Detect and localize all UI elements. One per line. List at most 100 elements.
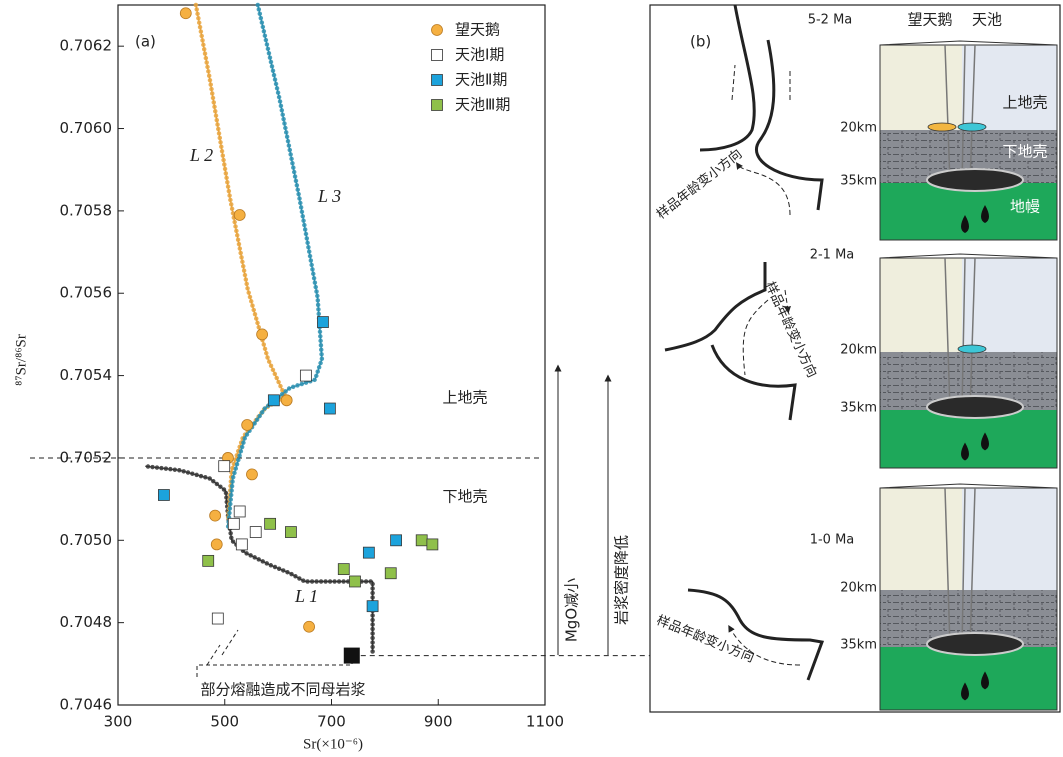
point <box>234 210 245 221</box>
figure: (a) ⁸⁷Sr/⁸⁶Sr Sr(×10⁻⁶) 上地壳 下地壳 MgO减小 岩浆… <box>0 0 1063 757</box>
point <box>416 535 427 546</box>
layer-label: 地幔 <box>1010 198 1040 216</box>
point <box>324 403 335 414</box>
point <box>219 461 230 472</box>
curve-beads <box>145 466 372 651</box>
point <box>228 518 239 529</box>
surface <box>880 254 1057 258</box>
density-label: 岩浆密度降低 <box>613 535 631 625</box>
x-tick-label: 900 <box>424 713 453 731</box>
y-tick-label: 0.7048 <box>60 613 113 631</box>
legend-label: 天池Ⅲ期 <box>455 96 510 114</box>
point <box>246 469 257 480</box>
point <box>211 539 222 550</box>
y-tick-label: 0.7050 <box>60 531 113 549</box>
volcano-label: 天池 <box>972 11 1002 29</box>
point <box>250 527 261 538</box>
crustal-reservoir <box>958 123 986 131</box>
layer-label: 下地壳 <box>1002 143 1047 161</box>
point <box>257 329 268 340</box>
point <box>300 370 311 381</box>
y-tick-label: 0.7054 <box>60 366 113 384</box>
mgo-label: MgO减小 <box>563 578 581 642</box>
y-tick-label: 0.7058 <box>60 201 113 219</box>
magma-chamber <box>927 633 1023 655</box>
direction-label: 样品年龄变小方向 <box>653 146 744 222</box>
point <box>158 490 169 501</box>
upper-crust-right <box>962 45 1057 130</box>
upper-crust-left <box>880 488 962 590</box>
melting-label: 部分熔融造成不同母岩浆 <box>200 681 365 699</box>
point <box>367 601 378 612</box>
mantle <box>880 647 1057 710</box>
legend-label: 望天鹅 <box>455 21 500 39</box>
y-tick-label: 0.7046 <box>60 696 113 714</box>
point <box>338 564 349 575</box>
point <box>385 568 396 579</box>
y-axis-label: ⁸⁷Sr/⁸⁶Sr <box>13 334 29 386</box>
y-tick-label: 0.7062 <box>60 37 113 55</box>
point <box>363 547 374 558</box>
point <box>285 527 296 538</box>
magma-chamber <box>927 169 1023 191</box>
upper-crust-left <box>880 45 962 130</box>
stage-age: 5-2 Ma <box>808 13 853 28</box>
x-tick-label: 1100 <box>526 713 564 731</box>
depth-label: 20km <box>840 343 877 358</box>
point <box>242 420 253 431</box>
upper-crust-label: 上地壳 <box>442 389 487 407</box>
point <box>236 539 247 550</box>
crustal-reservoir <box>928 123 956 131</box>
point <box>268 395 279 406</box>
legend-marker <box>432 50 443 61</box>
source-point <box>344 648 360 664</box>
x-tick-label: 700 <box>317 713 346 731</box>
depth-label: 20km <box>840 121 877 136</box>
legend-marker <box>432 100 443 111</box>
legend-label: 天池Ⅰ期 <box>455 46 504 64</box>
layer-label: 上地壳 <box>1002 94 1047 112</box>
point <box>391 535 402 546</box>
point <box>212 613 223 624</box>
x-tick-label: 300 <box>104 713 133 731</box>
surface <box>880 484 1057 488</box>
upper-crust-right <box>962 258 1057 352</box>
point <box>427 539 438 550</box>
direction-label: 样品年龄变小方向 <box>763 279 821 380</box>
legend-marker <box>432 25 443 36</box>
point <box>210 510 221 521</box>
panel-b-label: (b) <box>690 33 711 51</box>
depth-label: 35km <box>840 174 877 189</box>
point <box>317 317 328 328</box>
depth-label: 20km <box>840 581 877 596</box>
upper-crust-right <box>962 488 1057 590</box>
surface <box>880 41 1057 45</box>
stage-age: 1-0 Ma <box>810 533 855 548</box>
depth-label: 35km <box>840 638 877 653</box>
curve-label: L 2 <box>189 145 213 165</box>
lower-crust-label: 下地壳 <box>442 488 487 506</box>
legend-marker <box>432 75 443 86</box>
point <box>203 555 214 566</box>
stage-age: 2-1 Ma <box>810 248 855 263</box>
point <box>281 395 292 406</box>
curve-beads <box>196 5 285 520</box>
point <box>180 8 191 19</box>
y-tick-label: 0.7056 <box>60 284 113 302</box>
curve-label: L 1 <box>294 586 318 606</box>
x-tick-label: 500 <box>210 713 239 731</box>
point <box>349 576 360 587</box>
x-axis-label: Sr(×10⁻⁶) <box>303 736 363 752</box>
point <box>234 506 245 517</box>
curve-label: L 3 <box>317 186 341 206</box>
panel-label: (a) <box>135 33 156 51</box>
melting-leader <box>197 630 352 680</box>
volcano-label: 望天鹅 <box>907 11 952 29</box>
point <box>304 621 315 632</box>
trend-curve <box>700 5 822 210</box>
panel-b: 5-2 Ma 样品年龄变小方向 20km 35km 2-1 Ma 样品年龄变小方向 20km… <box>653 5 1057 710</box>
legend-label: 天池Ⅱ期 <box>455 71 507 89</box>
y-tick-label: 0.7060 <box>60 119 113 137</box>
depth-label: 35km <box>840 401 877 416</box>
upper-crust-left <box>880 258 962 352</box>
